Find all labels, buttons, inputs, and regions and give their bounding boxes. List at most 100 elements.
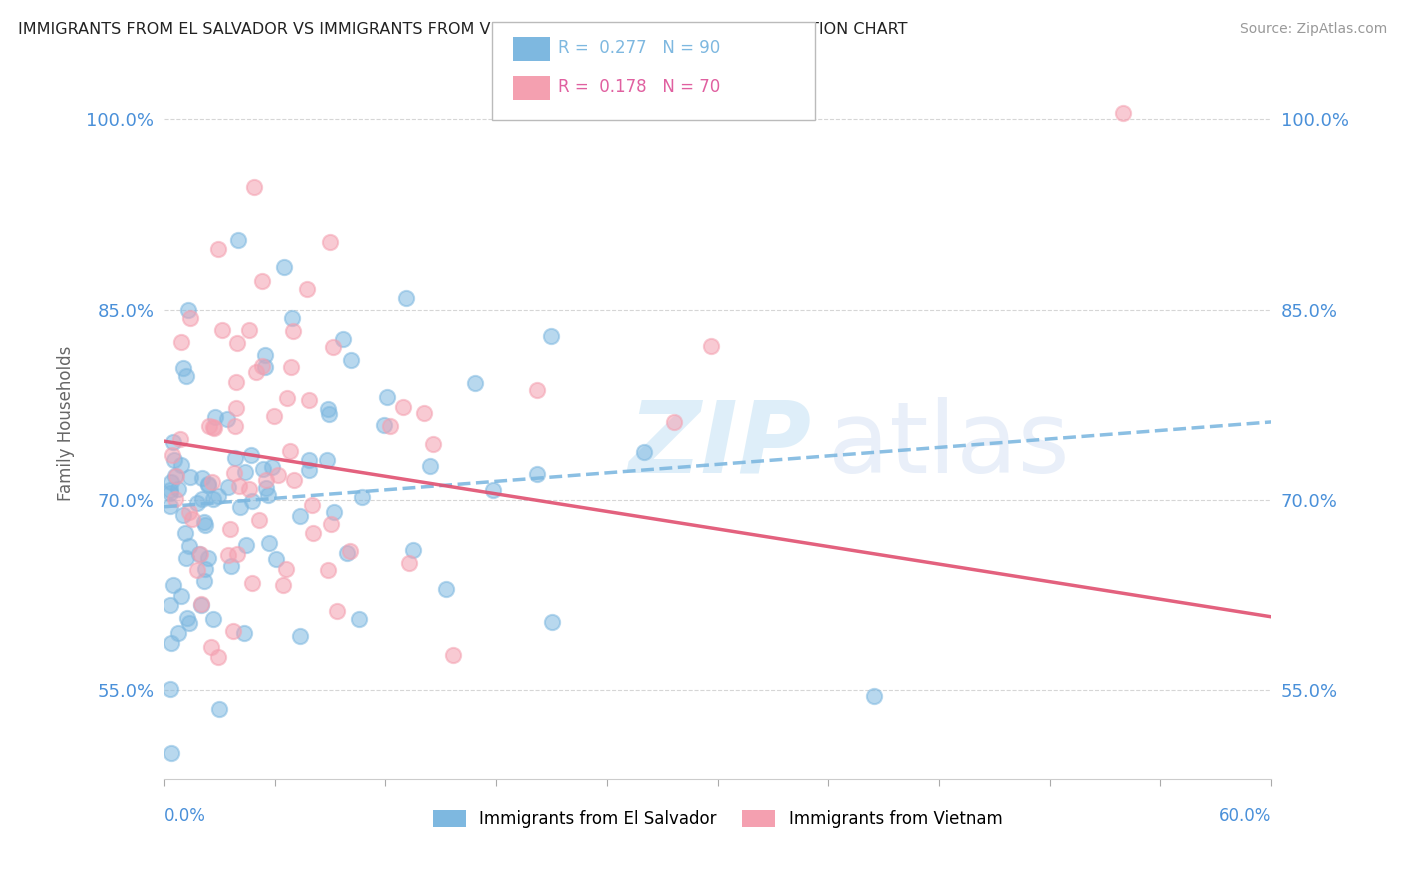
Point bbox=[482, 483, 505, 497]
Point bbox=[273, 260, 295, 274]
Point bbox=[177, 539, 200, 553]
Point bbox=[280, 311, 302, 326]
Point bbox=[464, 376, 486, 390]
Point bbox=[257, 536, 280, 550]
Point bbox=[228, 479, 250, 493]
Point bbox=[191, 471, 214, 485]
Text: IMMIGRANTS FROM EL SALVADOR VS IMMIGRANTS FROM VIETNAM FAMILY HOUSEHOLDS CORRELA: IMMIGRANTS FROM EL SALVADOR VS IMMIGRANT… bbox=[18, 22, 908, 37]
Point bbox=[422, 437, 444, 451]
Point bbox=[434, 582, 457, 596]
Point bbox=[238, 482, 260, 496]
Text: atlas: atlas bbox=[828, 397, 1070, 493]
Point bbox=[197, 551, 219, 566]
Point bbox=[326, 604, 349, 618]
Point bbox=[526, 383, 548, 397]
Point bbox=[173, 525, 195, 540]
Point bbox=[664, 415, 686, 429]
Point bbox=[159, 486, 181, 500]
Point bbox=[301, 498, 323, 512]
Point bbox=[378, 418, 401, 433]
Point bbox=[394, 291, 416, 305]
Point bbox=[233, 626, 256, 640]
Point bbox=[207, 242, 229, 256]
Point bbox=[273, 578, 295, 592]
Point bbox=[169, 458, 191, 472]
Point bbox=[254, 474, 277, 488]
Point bbox=[222, 624, 245, 639]
Point bbox=[172, 508, 194, 522]
Point bbox=[266, 551, 288, 566]
Point bbox=[238, 323, 260, 337]
Point bbox=[176, 610, 198, 624]
Legend: Immigrants from El Salvador, Immigrants from Vietnam: Immigrants from El Salvador, Immigrants … bbox=[426, 803, 1010, 835]
Point bbox=[274, 562, 297, 576]
Point bbox=[177, 505, 200, 519]
Point bbox=[193, 574, 215, 589]
Point bbox=[336, 546, 359, 560]
Point bbox=[225, 401, 247, 415]
Point bbox=[1112, 797, 1135, 812]
Point bbox=[254, 348, 277, 362]
Point bbox=[179, 470, 201, 484]
Point bbox=[160, 636, 183, 650]
Point bbox=[165, 491, 187, 506]
Point bbox=[198, 419, 221, 434]
Point bbox=[267, 467, 290, 482]
Point bbox=[160, 475, 183, 489]
Point bbox=[221, 559, 243, 574]
Point bbox=[159, 483, 181, 498]
Point bbox=[172, 361, 194, 376]
Point bbox=[240, 575, 263, 590]
Point bbox=[863, 690, 886, 704]
Point bbox=[165, 469, 187, 483]
Point bbox=[202, 612, 225, 626]
Point bbox=[226, 233, 249, 247]
Text: 60.0%: 60.0% bbox=[1219, 807, 1271, 825]
Point bbox=[162, 435, 184, 450]
Point bbox=[540, 329, 562, 343]
Point bbox=[159, 682, 181, 697]
Point bbox=[224, 451, 246, 466]
Point bbox=[541, 615, 564, 629]
Point bbox=[700, 339, 723, 353]
Point bbox=[197, 476, 219, 491]
Y-axis label: Family Households: Family Households bbox=[58, 346, 75, 501]
Point bbox=[217, 480, 239, 494]
Point bbox=[297, 463, 319, 477]
Point bbox=[419, 459, 441, 474]
Point bbox=[190, 598, 212, 612]
Point bbox=[278, 444, 301, 458]
Point bbox=[247, 513, 270, 527]
Point bbox=[167, 482, 190, 496]
Point bbox=[302, 525, 325, 540]
Point bbox=[177, 303, 200, 318]
Point bbox=[186, 496, 208, 510]
Point bbox=[441, 648, 464, 662]
Point bbox=[204, 409, 226, 424]
Point bbox=[211, 323, 233, 337]
Point bbox=[240, 494, 263, 508]
Point bbox=[215, 412, 238, 426]
Point bbox=[222, 466, 245, 480]
Text: R =  0.277   N = 90: R = 0.277 N = 90 bbox=[558, 39, 720, 57]
Point bbox=[188, 548, 211, 562]
Point bbox=[239, 448, 262, 462]
Point bbox=[224, 418, 246, 433]
Point bbox=[166, 626, 188, 640]
Point bbox=[243, 180, 266, 194]
Point bbox=[373, 417, 395, 432]
Text: ZIP: ZIP bbox=[628, 397, 813, 493]
Point bbox=[298, 392, 321, 407]
Point bbox=[262, 460, 284, 475]
Point bbox=[350, 490, 373, 504]
Point bbox=[339, 544, 361, 558]
Point bbox=[375, 390, 398, 404]
Point bbox=[194, 517, 217, 532]
Point bbox=[318, 408, 340, 422]
Point bbox=[316, 453, 339, 467]
Point bbox=[233, 465, 256, 479]
Point bbox=[166, 469, 188, 483]
Point bbox=[281, 324, 304, 338]
Point bbox=[194, 562, 217, 576]
Text: 0.0%: 0.0% bbox=[165, 807, 205, 825]
